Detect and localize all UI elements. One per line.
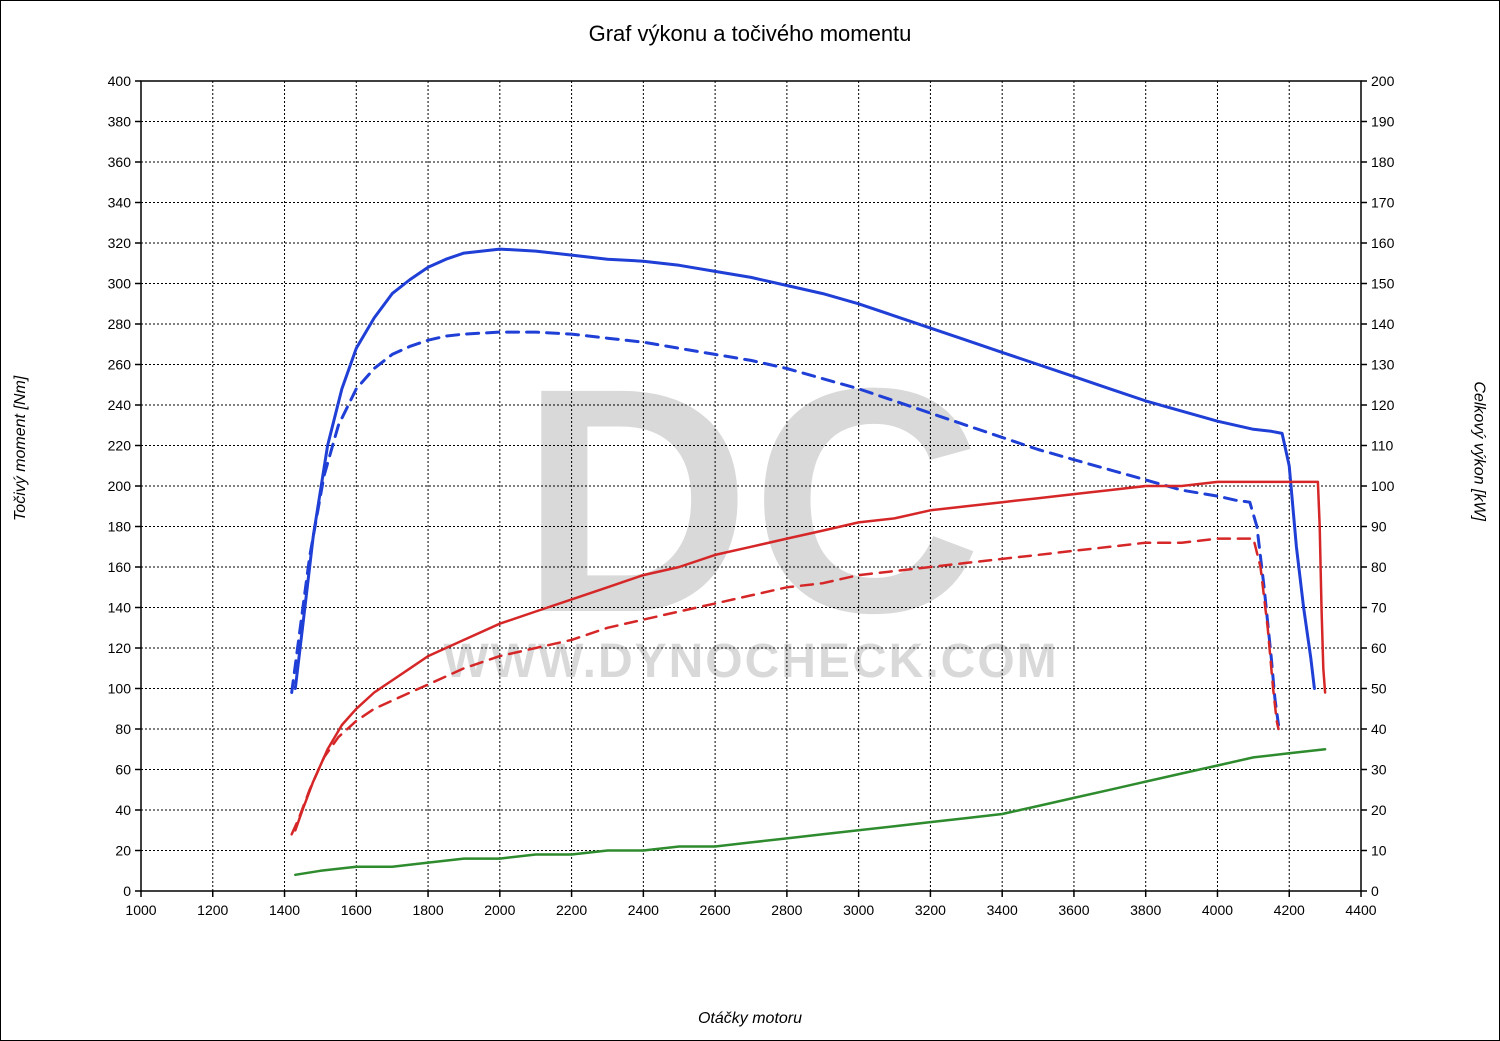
y-left-tick-label: 100 [108,681,132,697]
y-right-tick-label: 180 [1371,154,1395,170]
y-left-tick-label: 200 [108,478,132,494]
y-right-tick-label: 150 [1371,276,1395,292]
y-right-tick-label: 110 [1371,438,1394,454]
x-tick-label: 2000 [484,902,515,918]
watermark-logo: DC [520,321,982,679]
x-tick-label: 1200 [197,902,228,918]
y-right-tick-label: 130 [1371,357,1395,373]
y-right-tick-label: 90 [1371,519,1387,535]
y-left-tick-label: 300 [108,276,132,292]
x-tick-label: 2600 [700,902,731,918]
x-tick-label: 4400 [1345,902,1376,918]
x-tick-label: 1400 [269,902,300,918]
y-right-tick-label: 40 [1371,721,1387,737]
y-right-tick-label: 10 [1371,843,1387,859]
y-right-tick-label: 140 [1371,316,1395,332]
x-tick-label: 2200 [556,902,587,918]
y-right-tick-label: 20 [1371,802,1387,818]
y-left-tick-label: 80 [115,721,131,737]
x-tick-label: 3800 [1130,902,1161,918]
y-left-tick-label: 180 [108,519,132,535]
x-tick-label: 3200 [915,902,946,918]
y-left-tick-label: 320 [108,235,132,251]
y-left-tick-label: 220 [108,438,132,454]
y-right-tick-label: 170 [1371,195,1395,211]
y-left-tick-label: 60 [115,762,131,778]
x-tick-label: 3400 [987,902,1018,918]
y-right-tick-label: 60 [1371,640,1387,656]
y-left-tick-label: 160 [108,559,132,575]
y-left-tick-label: 0 [123,883,131,899]
x-axis-label: Otáčky motoru [698,1010,802,1028]
y-left-tick-label: 280 [108,316,132,332]
y-left-tick-label: 40 [115,802,131,818]
y-left-axis-label: Točivý moment [Nm] [12,375,30,520]
y-left-tick-label: 120 [108,640,132,656]
y-right-tick-label: 120 [1371,397,1395,413]
y-left-tick-label: 20 [115,843,131,859]
y-left-tick-label: 340 [108,195,132,211]
y-left-tick-label: 400 [108,73,132,89]
y-left-tick-label: 360 [108,154,132,170]
dyno-chart: DCWWW.DYNOCHECK.COM100012001400160018002… [91,61,1411,961]
y-left-tick-label: 260 [108,357,132,373]
y-right-axis-label: Celkový výkon [kW] [1470,381,1488,521]
watermark-url: WWW.DYNOCHECK.COM [443,635,1058,688]
x-tick-label: 3600 [1058,902,1089,918]
y-left-tick-label: 380 [108,114,132,130]
y-right-tick-label: 190 [1371,114,1395,130]
x-tick-label: 1800 [412,902,443,918]
x-tick-label: 2400 [628,902,659,918]
x-tick-label: 3000 [843,902,874,918]
x-tick-label: 4000 [1202,902,1233,918]
y-right-tick-label: 160 [1371,235,1395,251]
y-right-tick-label: 100 [1371,478,1395,494]
y-left-tick-label: 140 [108,600,132,616]
y-right-tick-label: 0 [1371,883,1379,899]
chart-page: Graf výkonu a točivého momentu Točivý mo… [0,0,1500,1041]
x-tick-label: 2800 [771,902,802,918]
x-tick-label: 4200 [1274,902,1305,918]
y-right-tick-label: 30 [1371,762,1387,778]
x-tick-label: 1600 [341,902,372,918]
y-right-tick-label: 80 [1371,559,1387,575]
y-left-tick-label: 240 [108,397,132,413]
y-right-tick-label: 70 [1371,600,1387,616]
y-right-tick-label: 50 [1371,681,1387,697]
x-tick-label: 1000 [125,902,156,918]
chart-title: Graf výkonu a točivého momentu [1,21,1499,47]
chart-area: DCWWW.DYNOCHECK.COM100012001400160018002… [91,61,1411,961]
y-right-tick-label: 200 [1371,73,1395,89]
